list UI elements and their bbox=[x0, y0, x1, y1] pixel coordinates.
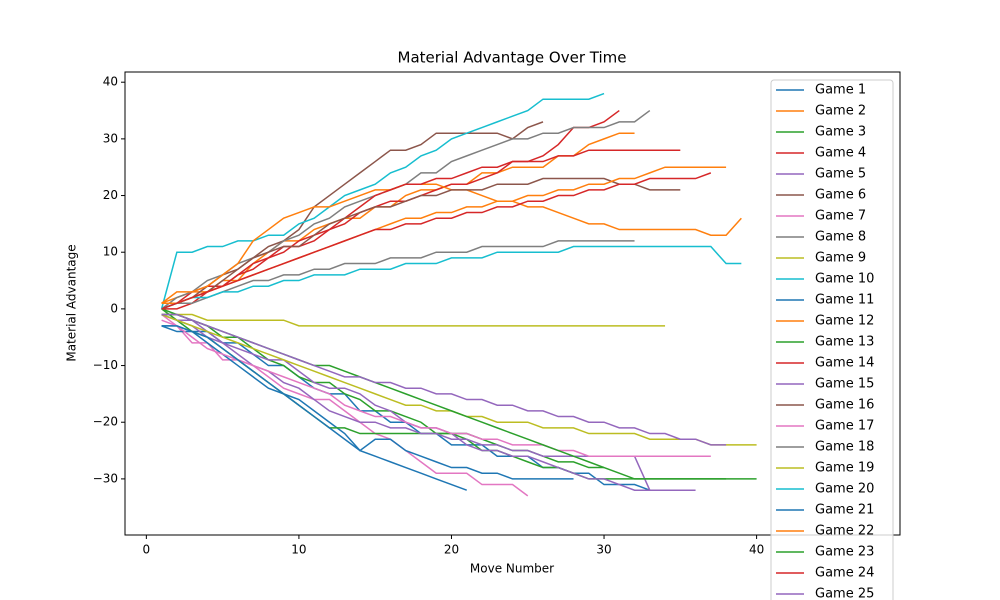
legend-label: Game 3 bbox=[815, 125, 866, 140]
legend-label: Game 19 bbox=[815, 461, 874, 476]
axes-frame bbox=[124, 71, 901, 536]
y-tick-label: −10 bbox=[93, 358, 118, 372]
series-line bbox=[161, 313, 681, 491]
series-line bbox=[161, 109, 651, 310]
legend-label: Game 15 bbox=[815, 377, 874, 392]
series-line bbox=[160, 92, 605, 310]
legend-label: Game 6 bbox=[815, 188, 866, 203]
x-axis-label: Move Number bbox=[470, 562, 554, 576]
series-line bbox=[161, 325, 467, 491]
series-line bbox=[161, 308, 605, 469]
x-tick-label: 20 bbox=[444, 543, 459, 557]
y-tick-label: 30 bbox=[103, 131, 118, 145]
legend-frame bbox=[770, 79, 894, 600]
x-tick-label: 0 bbox=[143, 543, 151, 557]
legend-label: Game 17 bbox=[815, 419, 874, 434]
legend-label: Game 20 bbox=[815, 482, 874, 497]
y-tick-label: −20 bbox=[93, 415, 118, 429]
y-tick-label: 0 bbox=[110, 301, 118, 315]
legend-label: Game 4 bbox=[815, 146, 866, 161]
series-line bbox=[161, 240, 635, 310]
legend: Game 1 Game 2 Game 3 Game 4 Game 5 Game 6 Game… bbox=[770, 79, 894, 600]
legend-label: Game 24 bbox=[815, 566, 874, 581]
legend-label: Game 25 bbox=[815, 587, 874, 600]
x-tick-label: 40 bbox=[749, 543, 764, 557]
legend-label: Game 8 bbox=[815, 230, 866, 245]
x-tick-label: 30 bbox=[596, 543, 611, 557]
legend-label: Game 10 bbox=[815, 272, 874, 287]
legend-label: Game 16 bbox=[815, 398, 874, 413]
y-tick-label: 40 bbox=[103, 75, 118, 89]
series-line bbox=[161, 313, 529, 497]
legend-label: Game 18 bbox=[815, 440, 874, 455]
series-line bbox=[161, 245, 742, 310]
legend-label: Game 1 bbox=[815, 83, 866, 98]
legend-label: Game 12 bbox=[815, 314, 874, 329]
series-line bbox=[161, 177, 681, 310]
y-axis-label: Material Advantage bbox=[65, 244, 79, 361]
series-line bbox=[161, 313, 727, 446]
plot-area bbox=[160, 92, 757, 497]
legend-label: Game 23 bbox=[815, 545, 874, 560]
y-tick-label: 20 bbox=[103, 188, 118, 202]
legend-label: Game 22 bbox=[815, 524, 874, 539]
series-line bbox=[161, 172, 712, 310]
y-tick-label: −30 bbox=[93, 471, 118, 485]
series-line bbox=[161, 183, 742, 304]
legend-label: Game 5 bbox=[815, 167, 866, 182]
series-line bbox=[161, 313, 666, 327]
series-line bbox=[161, 313, 757, 446]
x-tick-label: 10 bbox=[291, 543, 306, 557]
series-line bbox=[161, 325, 651, 491]
legend-label: Game 14 bbox=[815, 356, 874, 371]
series-line bbox=[161, 121, 544, 304]
legend-label: Game 11 bbox=[815, 293, 874, 308]
y-tick-label: 10 bbox=[103, 245, 118, 259]
series-line bbox=[161, 325, 574, 480]
legend-label: Game 21 bbox=[815, 503, 874, 518]
chart-title: Material Advantage Over Time bbox=[398, 49, 627, 67]
legend-label: Game 13 bbox=[815, 335, 874, 350]
series-line bbox=[161, 319, 711, 457]
legend-label: Game 2 bbox=[815, 104, 866, 119]
series-line bbox=[161, 149, 681, 310]
series-line bbox=[161, 132, 635, 304]
legend-label: Game 9 bbox=[815, 251, 866, 266]
legend-label: Game 7 bbox=[815, 209, 866, 224]
